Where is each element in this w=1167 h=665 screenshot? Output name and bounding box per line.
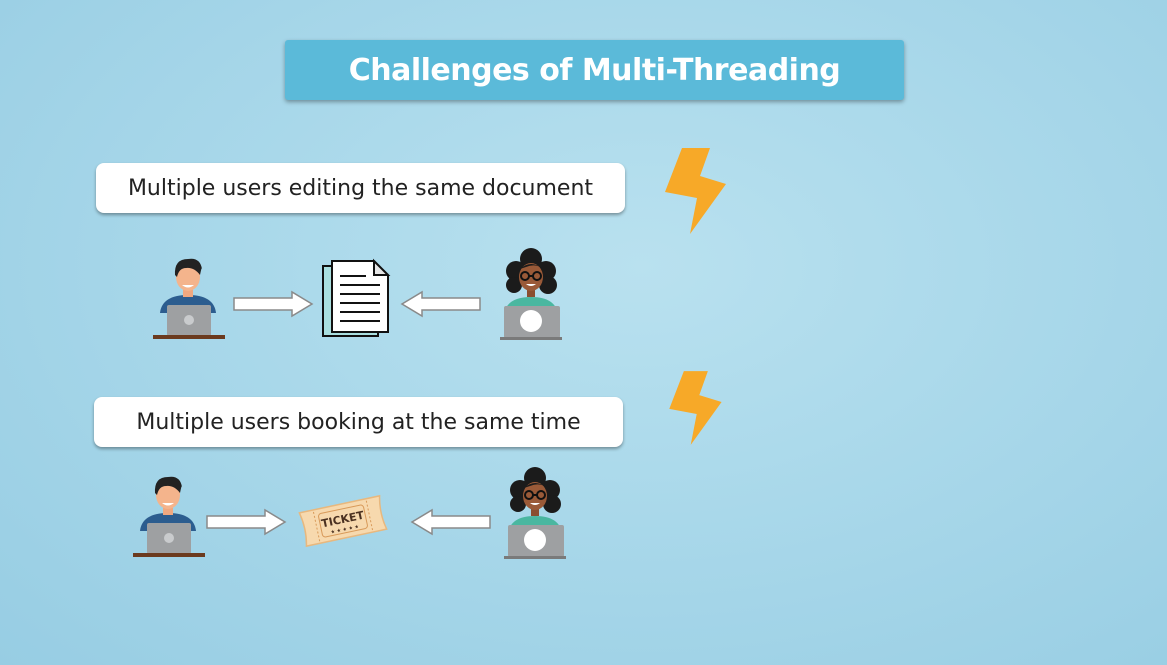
man-at-laptop-icon (153, 258, 225, 339)
scenario-1-label-box: Multiple users editing the same document (96, 163, 625, 213)
lightning-bolt-icon (669, 371, 722, 445)
scenario-2-label-box: Multiple users booking at the same time (94, 397, 623, 447)
arrow-right-icon (233, 290, 314, 318)
ticket-icon: TICKET ★ ★ ★ ★ ★ (298, 494, 388, 548)
arrow-right-icon (206, 508, 287, 536)
man-at-laptop-icon (133, 476, 205, 557)
ticket-stars: ★ ★ ★ ★ ★ (330, 524, 360, 536)
lightning-bolt-icon (665, 148, 726, 234)
arrow-left-icon (400, 290, 481, 318)
arrow-left-icon (410, 508, 491, 536)
title-banner: Challenges of Multi-Threading (285, 40, 904, 100)
scenario-2-label: Multiple users booking at the same time (136, 409, 581, 435)
scenario-1-label: Multiple users editing the same document (127, 175, 594, 201)
woman-at-laptop-icon (504, 467, 566, 559)
page-title: Challenges of Multi-Threading (348, 52, 841, 88)
woman-at-laptop-icon (500, 248, 562, 340)
document-icon (322, 258, 391, 337)
